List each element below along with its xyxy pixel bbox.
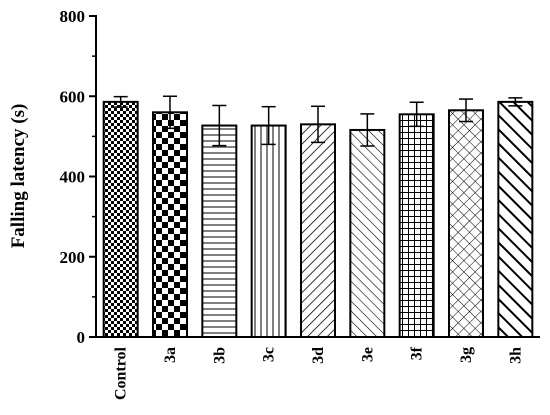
y-tick-label: 0 bbox=[77, 328, 86, 347]
x-tick-label-3d: 3d bbox=[310, 347, 327, 364]
x-tick-label-3f: 3f bbox=[409, 346, 426, 360]
x-tick-label-3g: 3g bbox=[458, 347, 475, 363]
bar-3a bbox=[152, 111, 188, 338]
y-axis-title: Falling latency (s) bbox=[8, 104, 29, 249]
x-tick-label-3h: 3h bbox=[507, 347, 524, 364]
bar-3h bbox=[497, 100, 534, 339]
x-tick-label-3e: 3e bbox=[359, 347, 376, 362]
x-axis-labels: Control 3a 3b 3c 3d 3e 3f 3g 3h bbox=[113, 346, 525, 400]
y-tick-label: 800 bbox=[60, 7, 86, 26]
x-tick-label-3c: 3c bbox=[261, 347, 278, 362]
y-axis-ticks: 0 200 400 600 800 bbox=[60, 7, 96, 347]
bar-3f bbox=[398, 113, 435, 339]
x-tick-label-3a: 3a bbox=[162, 347, 179, 363]
bars bbox=[102, 95, 534, 339]
bar-3d bbox=[300, 123, 336, 339]
y-tick-label: 400 bbox=[60, 168, 86, 187]
bar-control bbox=[102, 100, 139, 339]
bar-3e bbox=[349, 128, 386, 338]
y-tick-label: 200 bbox=[60, 248, 86, 267]
x-tick-label-3b: 3b bbox=[211, 347, 228, 364]
x-tick-label-control: Control bbox=[113, 346, 130, 400]
bar-3b bbox=[201, 124, 238, 339]
bar-3c bbox=[250, 124, 287, 339]
y-tick-label: 600 bbox=[60, 87, 86, 106]
bar-3g bbox=[448, 109, 484, 338]
